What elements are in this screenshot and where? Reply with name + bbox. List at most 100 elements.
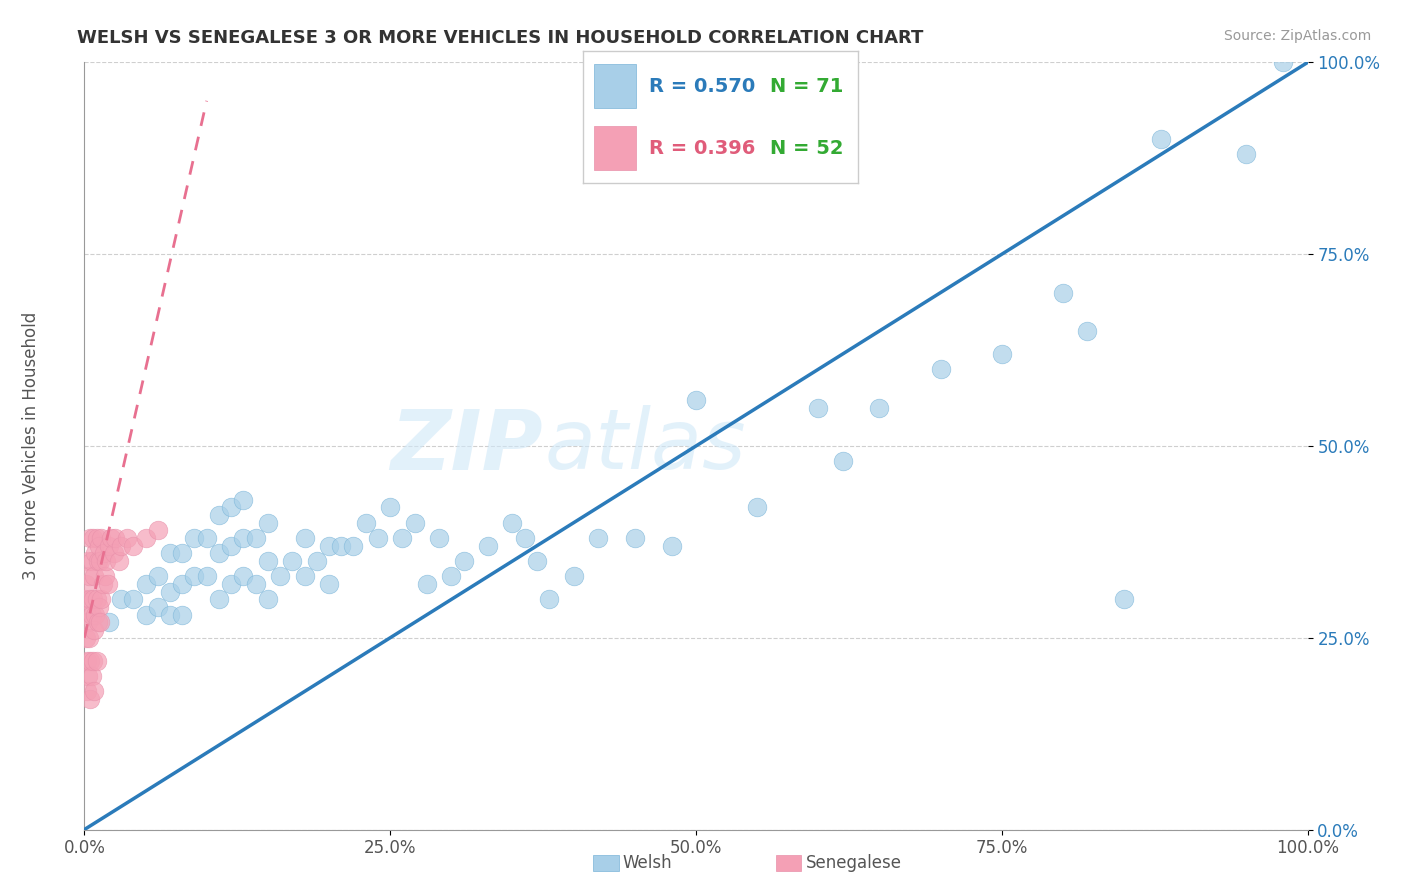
Text: N = 71: N = 71 bbox=[770, 77, 844, 96]
Point bbox=[82, 592, 104, 607]
Point bbox=[1076, 324, 1098, 338]
Point bbox=[100, 531, 122, 545]
Point bbox=[367, 531, 389, 545]
Point bbox=[183, 531, 205, 545]
Point bbox=[269, 569, 291, 583]
Text: N = 52: N = 52 bbox=[770, 139, 844, 158]
Point bbox=[75, 577, 97, 591]
Point bbox=[146, 600, 169, 615]
Point bbox=[84, 607, 107, 622]
Text: Welsh: Welsh bbox=[623, 854, 672, 871]
Point bbox=[76, 607, 98, 622]
Point bbox=[1052, 285, 1074, 300]
Point bbox=[318, 539, 340, 553]
Point bbox=[96, 554, 118, 568]
Text: Source: ZipAtlas.com: Source: ZipAtlas.com bbox=[1223, 29, 1371, 43]
Point bbox=[87, 539, 110, 553]
Point bbox=[83, 684, 105, 698]
Point bbox=[97, 615, 120, 630]
Point bbox=[76, 684, 98, 698]
Point bbox=[257, 592, 280, 607]
Point bbox=[76, 654, 98, 668]
Point bbox=[159, 607, 181, 622]
Point bbox=[502, 516, 524, 530]
Point bbox=[77, 569, 100, 583]
Point bbox=[84, 546, 107, 560]
Point bbox=[294, 569, 316, 583]
Text: R = 0.570: R = 0.570 bbox=[650, 77, 755, 96]
Point bbox=[77, 615, 100, 630]
Point bbox=[115, 531, 138, 545]
Point bbox=[991, 347, 1014, 361]
Text: WELSH VS SENEGALESE 3 OR MORE VEHICLES IN HOUSEHOLD CORRELATION CHART: WELSH VS SENEGALESE 3 OR MORE VEHICLES I… bbox=[77, 29, 924, 46]
Point bbox=[77, 554, 100, 568]
Point bbox=[281, 554, 304, 568]
Point bbox=[257, 516, 280, 530]
FancyBboxPatch shape bbox=[595, 64, 636, 108]
Point bbox=[440, 569, 463, 583]
Point bbox=[172, 577, 194, 591]
Point bbox=[146, 524, 169, 538]
Point bbox=[807, 401, 830, 415]
Point bbox=[380, 500, 402, 515]
Point bbox=[135, 607, 157, 622]
Point bbox=[80, 607, 103, 622]
Text: atlas: atlas bbox=[544, 406, 747, 486]
Point bbox=[232, 531, 254, 545]
Point bbox=[869, 401, 891, 415]
Point bbox=[83, 569, 105, 583]
Point bbox=[1150, 132, 1173, 146]
Point bbox=[91, 577, 114, 591]
Point bbox=[195, 531, 218, 545]
Text: ZIP: ZIP bbox=[391, 406, 543, 486]
Point bbox=[107, 554, 129, 568]
Point bbox=[86, 592, 108, 607]
Point bbox=[80, 669, 103, 683]
Point bbox=[1114, 592, 1136, 607]
Point bbox=[110, 592, 132, 607]
Point bbox=[172, 546, 194, 560]
Point bbox=[195, 569, 218, 583]
Point bbox=[122, 592, 145, 607]
Point bbox=[453, 554, 475, 568]
Text: Senegalese: Senegalese bbox=[806, 854, 901, 871]
Point bbox=[929, 362, 952, 376]
Point bbox=[404, 516, 426, 530]
Point bbox=[89, 554, 111, 568]
Point bbox=[159, 584, 181, 599]
Point bbox=[79, 592, 101, 607]
Point bbox=[232, 569, 254, 583]
Point bbox=[232, 492, 254, 507]
Point bbox=[245, 577, 267, 591]
Text: 3 or more Vehicles in Household: 3 or more Vehicles in Household bbox=[22, 312, 39, 580]
Point bbox=[89, 615, 111, 630]
Point bbox=[79, 654, 101, 668]
Point bbox=[416, 577, 439, 591]
Point bbox=[305, 554, 328, 568]
Point bbox=[93, 546, 115, 560]
Point bbox=[661, 539, 683, 553]
Point bbox=[77, 631, 100, 645]
Point bbox=[82, 531, 104, 545]
Point bbox=[79, 692, 101, 706]
Point bbox=[208, 508, 231, 522]
Point bbox=[183, 569, 205, 583]
Point bbox=[97, 577, 120, 591]
Point bbox=[110, 539, 132, 553]
Point bbox=[1236, 147, 1258, 161]
Point bbox=[219, 577, 242, 591]
Point bbox=[73, 592, 96, 607]
Point bbox=[624, 531, 647, 545]
Point bbox=[122, 539, 145, 553]
Point bbox=[562, 569, 585, 583]
Point bbox=[245, 531, 267, 545]
Point bbox=[82, 654, 104, 668]
Point bbox=[208, 592, 231, 607]
Point bbox=[391, 531, 413, 545]
Point bbox=[318, 577, 340, 591]
Point bbox=[90, 592, 112, 607]
Point bbox=[86, 654, 108, 668]
Point bbox=[77, 669, 100, 683]
Point bbox=[747, 500, 769, 515]
Point bbox=[79, 531, 101, 545]
